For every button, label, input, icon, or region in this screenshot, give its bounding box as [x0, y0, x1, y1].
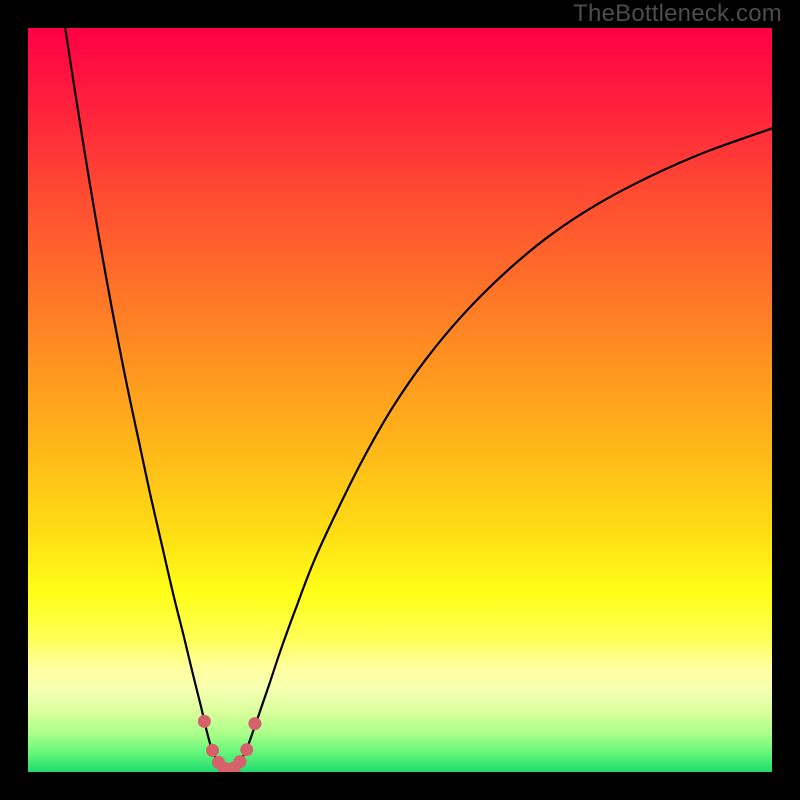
dip-marker — [234, 755, 247, 768]
bottleneck-chart — [28, 28, 772, 772]
watermark-text: TheBottleneck.com — [573, 0, 782, 28]
chart-background — [28, 28, 772, 772]
dip-marker — [198, 715, 211, 728]
dip-marker — [240, 743, 253, 756]
dip-marker — [206, 744, 219, 757]
plot-area — [28, 28, 772, 772]
dip-marker — [248, 717, 261, 730]
outer-frame: TheBottleneck.com — [0, 0, 800, 800]
